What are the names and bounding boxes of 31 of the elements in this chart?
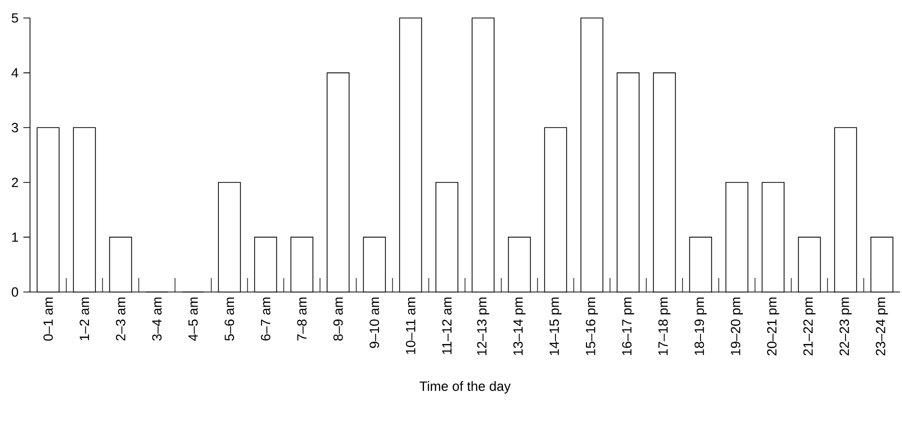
x-tick-label: 6–7 am <box>260 298 270 340</box>
x-tick-label: 16–17 pm <box>622 298 634 355</box>
x-tick-label: 2–3 am <box>116 298 126 340</box>
x-tick-label: 8–9 am <box>333 298 343 341</box>
y-tick-label: 2 <box>12 178 18 188</box>
y-tick-label: 4 <box>12 68 18 78</box>
x-tick-label: 0–1 am <box>43 298 53 341</box>
x-axis-title: Time of the day <box>420 381 511 394</box>
x-tick-label: 23–24 pm <box>876 298 888 356</box>
y-tick-label: 0 <box>12 287 18 297</box>
x-tick-label: 18–19 pm <box>694 298 707 355</box>
x-tick-label: 17–18 pm <box>658 298 670 355</box>
x-tick-label: 4–5 am <box>188 298 198 341</box>
x-tick-label: 14–15 pm <box>550 298 562 355</box>
x-tick-label: 21–22 pm <box>803 298 816 356</box>
x-tick-label: 3–4 am <box>152 298 162 341</box>
x-tick-label: 19–20 pm <box>730 298 743 355</box>
x-tick-label: 12–13 pm <box>477 298 490 355</box>
x-tick-label: 13–14 pm <box>513 298 526 355</box>
x-tick-label: 20–21 pm <box>767 298 780 356</box>
x-tick-label: 22–23 pm <box>840 298 852 356</box>
x-tick-label: 10–11 am <box>406 298 416 354</box>
y-tick-label: 5 <box>12 13 18 23</box>
x-tick-label: 15–16 pm <box>586 298 598 355</box>
x-tick-label: 11–12 am <box>442 298 452 354</box>
x-tick-label: 1–2 am <box>80 298 90 340</box>
x-tick-label: 7–8 am <box>297 298 307 340</box>
y-tick-label: 3 <box>12 122 18 132</box>
x-tick-label: 5–6 am <box>224 298 234 341</box>
x-tick-label: 9–10 am <box>370 298 380 348</box>
y-tick-label: 1 <box>12 232 18 242</box>
